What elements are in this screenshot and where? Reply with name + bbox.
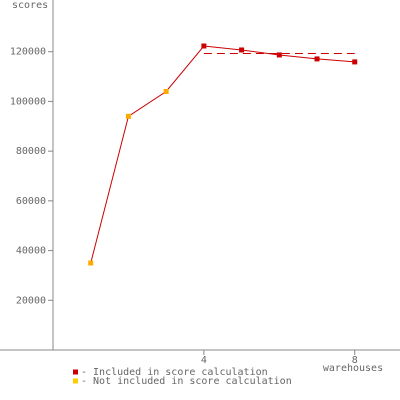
data-point [352, 59, 358, 65]
y-tick-label: 60000 [16, 196, 46, 207]
data-point [88, 260, 94, 266]
y-tick-label: 120000 [10, 47, 46, 58]
y-tick-label: 100000 [10, 96, 46, 107]
data-point [125, 113, 131, 119]
data-point [314, 56, 320, 62]
y-tick-label: 80000 [16, 146, 46, 157]
x-tick-label: 8 [352, 355, 358, 366]
data-point [276, 52, 282, 58]
legend-label: - Included in score calculation [81, 367, 268, 378]
legend-swatch [73, 369, 78, 375]
x-axis-label: warehouses [323, 363, 383, 374]
legend-label: - Not included in score calculation [81, 376, 292, 387]
legend-swatch [73, 378, 78, 384]
data-point [163, 88, 169, 94]
y-axis-label: scores [12, 0, 48, 11]
data-point [201, 43, 207, 49]
y-tick-label: 20000 [16, 295, 46, 306]
x-tick-label: 4 [201, 355, 207, 366]
y-tick-label: 40000 [16, 246, 46, 257]
data-line [90, 45, 355, 264]
data-point [239, 47, 245, 53]
